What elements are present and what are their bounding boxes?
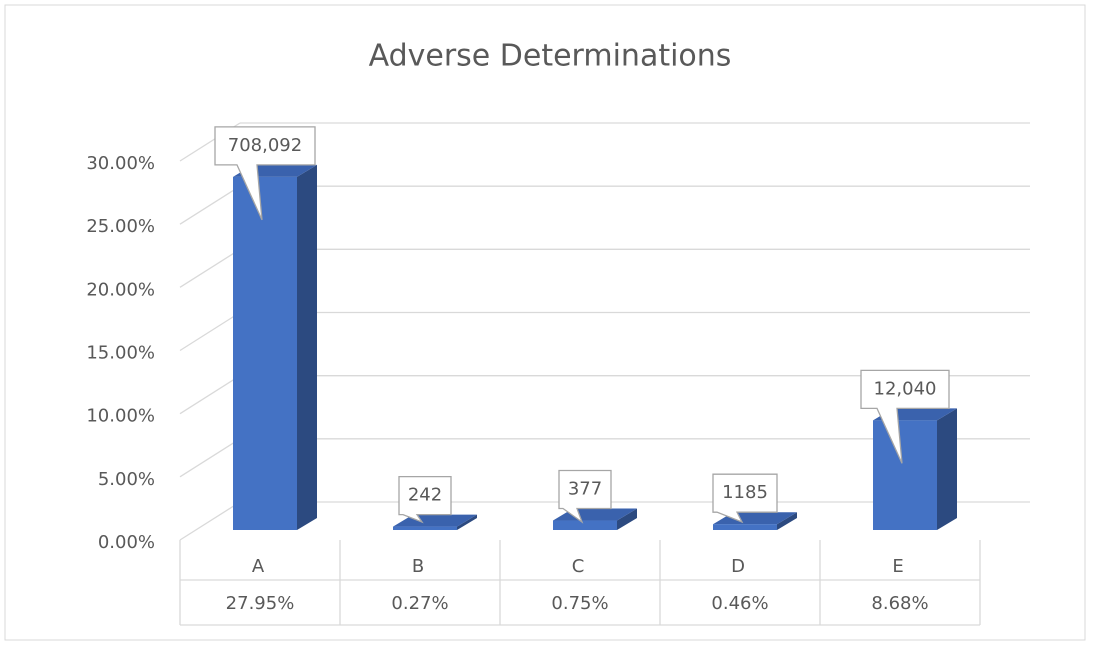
- grid-line: [179, 248, 241, 288]
- data-label: 12,040: [874, 378, 937, 399]
- x-tick-label: A: [252, 556, 265, 577]
- chart-border: [4, 4, 1086, 641]
- y-tick-label: 20.00%: [86, 279, 155, 300]
- bar: [713, 524, 777, 530]
- bar: [873, 420, 937, 530]
- grid-line: [179, 185, 241, 225]
- grid-line: [179, 311, 241, 352]
- x-tick-label: E: [892, 556, 903, 577]
- table-value: 0.46%: [711, 593, 768, 614]
- data-label: 242: [408, 485, 442, 506]
- grid-line: [179, 375, 241, 415]
- table-value: 8.68%: [871, 593, 928, 614]
- bar-side: [777, 512, 797, 530]
- data-label: 377: [568, 479, 602, 500]
- y-tick-label: 25.00%: [86, 216, 155, 237]
- x-tick-label: D: [731, 556, 745, 577]
- data-label: 1185: [722, 482, 768, 503]
- table-value: 27.95%: [226, 593, 295, 614]
- bar: [553, 520, 617, 530]
- callout: [860, 369, 950, 464]
- bar: [233, 176, 297, 531]
- callout: [214, 126, 316, 221]
- grid-line: [179, 501, 241, 541]
- callout: [712, 473, 778, 524]
- x-tick-label: C: [572, 556, 585, 577]
- bar-side: [937, 408, 957, 530]
- table-value: 0.27%: [391, 593, 448, 614]
- table-value: 0.75%: [551, 593, 608, 614]
- y-tick-label: 5.00%: [98, 469, 155, 490]
- callout: [558, 469, 612, 524]
- chart-title: Adverse Determinations: [369, 39, 732, 74]
- bar-side: [297, 164, 317, 531]
- grid-line: [179, 438, 241, 478]
- bar-side: [617, 508, 637, 530]
- bar: [393, 526, 457, 530]
- callout: [398, 475, 452, 524]
- y-tick-label: 0.00%: [98, 532, 155, 553]
- y-tick-label: 15.00%: [86, 343, 155, 364]
- y-tick-label: 30.00%: [86, 153, 155, 174]
- x-tick-label: B: [412, 556, 424, 577]
- bar-side: [457, 514, 477, 530]
- data-label: 708,092: [228, 135, 302, 156]
- y-tick-label: 10.00%: [86, 406, 155, 427]
